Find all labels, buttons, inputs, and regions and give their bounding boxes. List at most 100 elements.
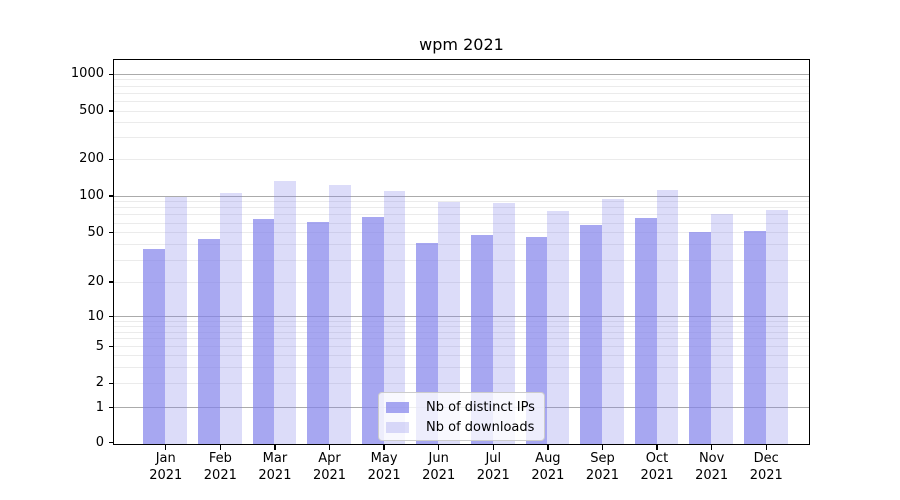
y-tick-label: 2 bbox=[95, 375, 104, 391]
x-tick-label: Sep 2021 bbox=[585, 451, 620, 483]
minor-gridline bbox=[114, 222, 809, 224]
minor-gridline bbox=[114, 201, 809, 203]
x-tick-mark bbox=[492, 444, 494, 450]
x-tick-mark bbox=[328, 444, 331, 450]
y-tick-label: 50 bbox=[87, 224, 104, 240]
bar-distinct-ips-mar bbox=[252, 218, 275, 444]
bar-downloads-jul bbox=[492, 203, 515, 444]
x-tick-label: Mar 2021 bbox=[258, 451, 292, 483]
minor-gridline bbox=[114, 331, 809, 333]
bar-distinct-ips-may bbox=[361, 216, 384, 444]
x-tick-label: Nov 2021 bbox=[695, 451, 729, 483]
y-tick-mark bbox=[108, 281, 114, 283]
x-tick-label: Dec 2021 bbox=[749, 451, 783, 483]
y-tick-mark bbox=[108, 407, 114, 409]
y-tick-label: 20 bbox=[87, 274, 104, 289]
x-tick-mark bbox=[711, 444, 713, 450]
bar-distinct-ips-jan bbox=[143, 249, 166, 444]
minor-gridline bbox=[114, 207, 809, 209]
minor-gridline bbox=[114, 355, 809, 357]
minor-gridline bbox=[114, 259, 809, 261]
y-tick-label: 10 bbox=[87, 308, 104, 324]
major-gridline bbox=[114, 316, 809, 318]
x-tick-label: Jan 2021 bbox=[149, 451, 183, 483]
y-tick-label: 0 bbox=[95, 434, 104, 450]
minor-gridline bbox=[114, 137, 809, 139]
bar-downloads-apr bbox=[329, 185, 351, 444]
legend-label-downloads: Nb of downloads bbox=[426, 419, 535, 435]
legend-item-downloads: Nb of downloads bbox=[386, 417, 544, 437]
y-tick-label: 500 bbox=[79, 103, 104, 118]
legend: Nb of distinct IPs Nb of downloads bbox=[378, 392, 545, 441]
x-tick-label: Apr 2021 bbox=[312, 451, 347, 483]
x-tick-label: Jun 2021 bbox=[422, 451, 456, 483]
x-tick-label: Oct 2021 bbox=[640, 451, 674, 483]
y-tick-mark bbox=[108, 346, 114, 348]
bar-downloads-feb bbox=[219, 193, 242, 444]
y-tick-label: 1000 bbox=[70, 66, 104, 82]
bar-downloads-jan bbox=[165, 196, 188, 444]
y-tick-label: 100 bbox=[79, 188, 104, 203]
x-tick-label: Aug 2021 bbox=[531, 451, 565, 483]
bar-downloads-mar bbox=[274, 180, 297, 444]
y-tick-mark bbox=[108, 442, 114, 444]
plot-area bbox=[113, 58, 810, 445]
x-tick-label: Jul 2021 bbox=[476, 451, 510, 483]
minor-gridline bbox=[114, 346, 809, 348]
y-tick-mark bbox=[108, 232, 114, 234]
minor-gridline bbox=[114, 382, 809, 384]
minor-gridline bbox=[114, 100, 809, 102]
bar-downloads-nov bbox=[711, 213, 733, 444]
minor-gridline bbox=[114, 325, 809, 327]
y-tick-mark bbox=[108, 195, 114, 197]
x-tick-label: May 2021 bbox=[367, 451, 401, 483]
x-tick-mark bbox=[274, 444, 276, 450]
bar-downloads-sep bbox=[601, 198, 624, 444]
minor-gridline bbox=[114, 366, 809, 368]
bar-downloads-may bbox=[383, 190, 406, 444]
minor-gridline bbox=[114, 122, 809, 124]
bar-downloads-oct bbox=[656, 189, 679, 444]
bar-distinct-ips-apr bbox=[307, 221, 330, 444]
major-gridline bbox=[114, 195, 809, 197]
legend-item-distinct-ips: Nb of distinct IPs bbox=[386, 397, 544, 417]
x-tick-mark bbox=[219, 444, 221, 450]
bar-distinct-ips-aug bbox=[525, 236, 548, 444]
plot-inner bbox=[114, 60, 809, 444]
minor-gridline bbox=[114, 320, 809, 322]
x-tick-mark bbox=[765, 444, 767, 450]
y-tick-mark bbox=[108, 382, 114, 384]
minor-gridline bbox=[114, 158, 809, 160]
bar-distinct-ips-feb bbox=[198, 238, 220, 444]
bar-distinct-ips-sep bbox=[580, 225, 602, 444]
minor-gridline bbox=[114, 92, 809, 94]
x-tick-mark bbox=[601, 444, 604, 450]
major-gridline bbox=[114, 73, 809, 75]
minor-gridline bbox=[114, 110, 809, 112]
minor-gridline bbox=[114, 338, 809, 340]
minor-gridline bbox=[114, 281, 809, 283]
legend-label-distinct-ips: Nb of distinct IPs bbox=[426, 399, 535, 415]
x-tick-label: Feb 2021 bbox=[203, 451, 237, 483]
x-tick-mark bbox=[547, 444, 549, 450]
minor-gridline bbox=[114, 79, 809, 81]
bar-downloads-dec bbox=[765, 209, 788, 444]
legend-swatch-distinct-ips bbox=[386, 401, 409, 413]
minor-gridline bbox=[114, 214, 809, 216]
x-tick-mark bbox=[165, 444, 167, 450]
minor-gridline bbox=[114, 85, 809, 87]
bar-distinct-ips-jul bbox=[470, 235, 493, 444]
y-tick-mark bbox=[108, 316, 114, 318]
chart-title: wpm 2021 bbox=[419, 35, 504, 54]
y-tick-mark bbox=[108, 73, 114, 75]
y-tick-label: 5 bbox=[95, 338, 104, 354]
y-tick-mark bbox=[108, 110, 114, 112]
y-tick-label: 1 bbox=[95, 399, 104, 415]
y-tick-mark bbox=[108, 158, 114, 160]
y-tick-label: 200 bbox=[79, 151, 104, 167]
minor-gridline bbox=[114, 244, 809, 246]
x-tick-mark bbox=[656, 444, 658, 450]
bar-distinct-ips-nov bbox=[689, 232, 712, 444]
x-tick-mark bbox=[438, 444, 440, 450]
